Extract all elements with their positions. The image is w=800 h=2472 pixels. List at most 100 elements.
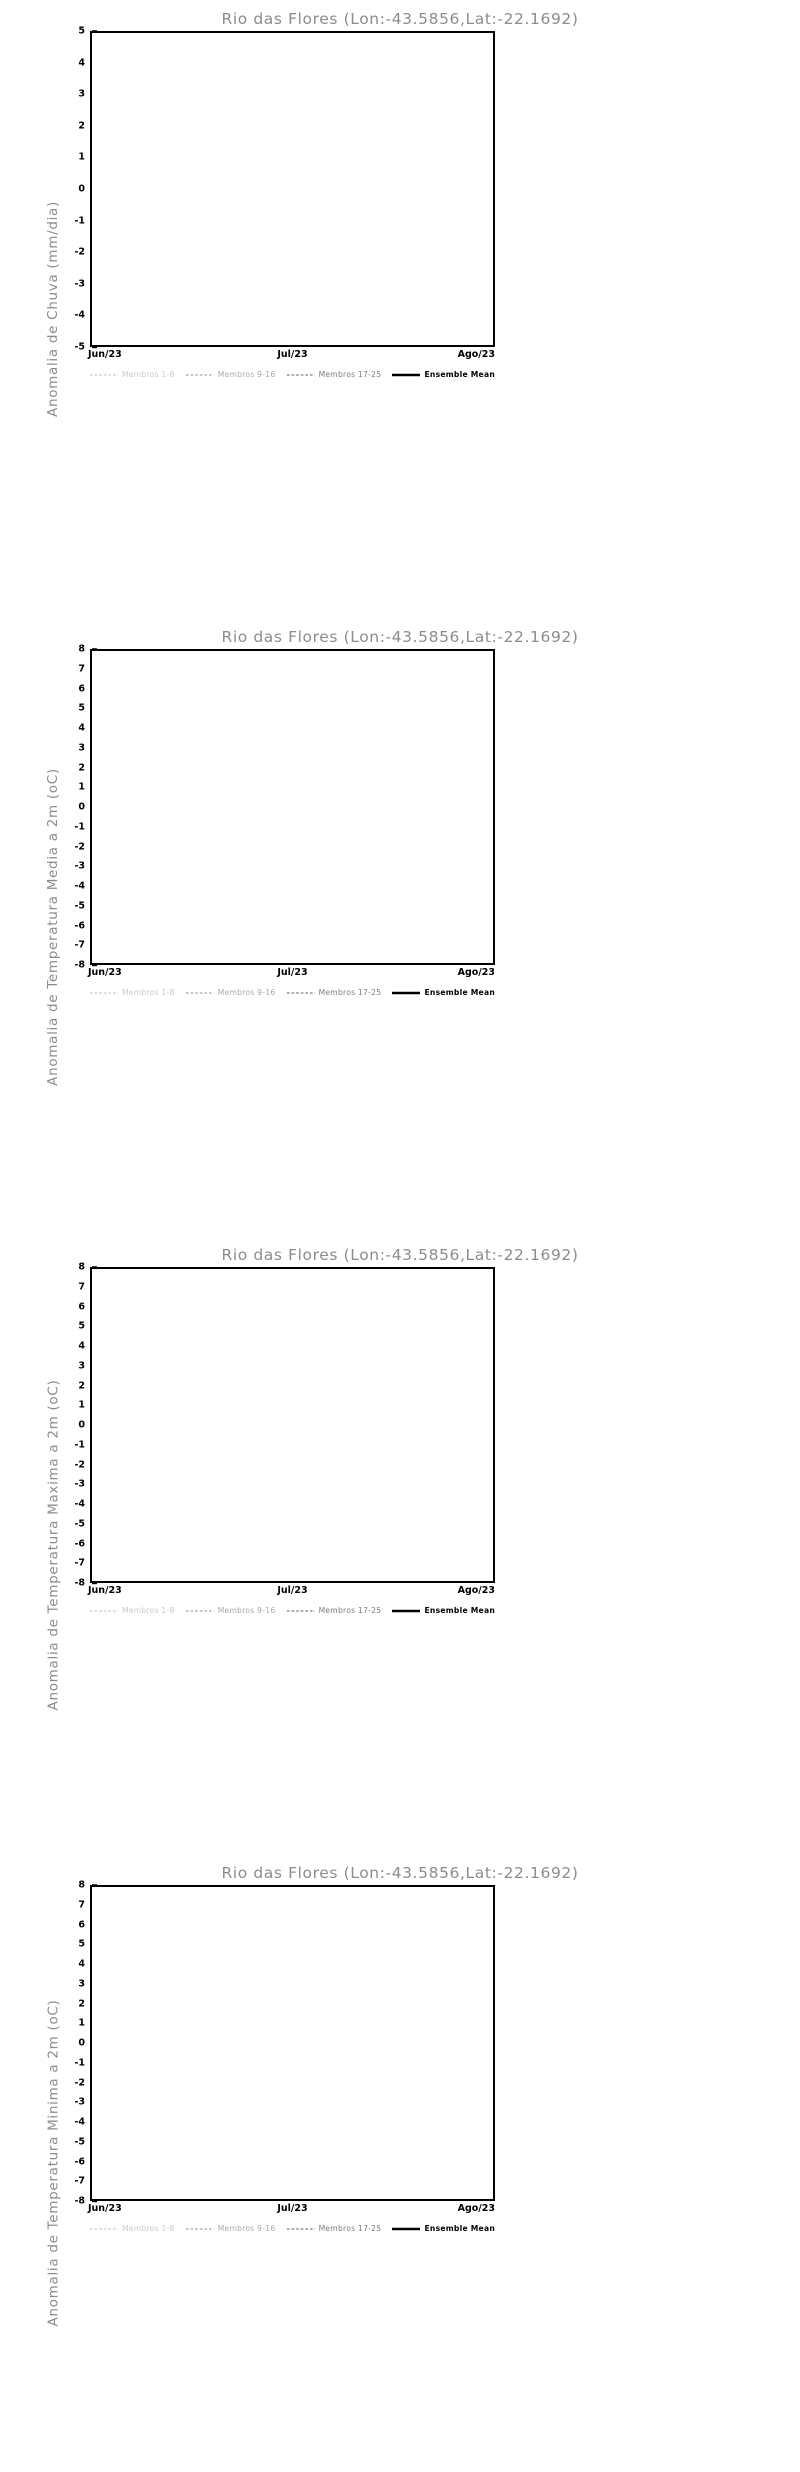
plot-area <box>90 1267 495 1583</box>
y-tick-label: 3 <box>78 1360 85 1372</box>
y-tick-label: 4 <box>78 1340 85 1352</box>
x-tick-label: Jul/23 <box>277 2203 308 2214</box>
chart-legend: Membros 1-8 Membros 9-16 Membros 17-25 Ense… <box>90 2224 495 2233</box>
plot-frame <box>90 31 495 347</box>
y-axis-tick-labels: 8 7 6 5 4 3 2 1 0 -1 -2 -3 -4 -5 -6 -7 -8 <box>64 1262 88 1589</box>
panel-title: Rio das Flores (Lon:-43.5856,Lat:-22.169… <box>221 1246 579 1264</box>
y-tick-label: 2 <box>78 120 85 132</box>
plot-frame <box>90 1267 495 1583</box>
legend-label: Ensemble Mean <box>424 1606 495 1615</box>
y-tick-label: 1 <box>78 1399 85 1411</box>
legend-item: Membros 1-8 <box>90 370 175 379</box>
legend-label: Membros 1-8 <box>122 370 175 379</box>
y-tick-label: 6 <box>78 1919 85 1930</box>
panel-title: Rio das Flores (Lon:-43.5856,Lat:-22.169… <box>221 10 579 28</box>
legend-swatch-dashed <box>90 1609 118 1612</box>
y-tick-label: 2 <box>78 1380 85 1391</box>
y-tick-label: -6 <box>74 2156 85 2167</box>
legend-label: Membros 17-25 <box>318 988 382 997</box>
y-axis-label: Anomalia de Temperatura Maxima a 2m (oC) <box>42 1236 64 1854</box>
y-tick-label: -1 <box>74 2057 85 2069</box>
legend-swatch-solid <box>392 991 421 994</box>
y-tick-label: 8 <box>78 1261 85 1273</box>
y-tick-label: -8 <box>74 959 85 971</box>
legend-swatch-dashed <box>90 373 118 376</box>
y-tick-label: -7 <box>74 939 85 951</box>
y-tick-mark <box>92 2200 97 2202</box>
plot-frame <box>90 649 495 965</box>
y-tick-label: -3 <box>74 2096 85 2108</box>
legend-item: Membros 1-8 <box>90 988 175 997</box>
y-tick-label: -4 <box>74 2116 85 2128</box>
legend-label: Membros 17-25 <box>318 2224 382 2233</box>
y-tick-label: 2 <box>78 762 85 773</box>
y-tick-label: 7 <box>78 1899 85 1911</box>
legend-label: Ensemble Mean <box>424 988 495 997</box>
x-tick-label: Jul/23 <box>277 349 308 360</box>
y-tick-label: -2 <box>74 841 85 852</box>
y-tick-label: 8 <box>78 1879 85 1891</box>
legend-swatch-dashed <box>286 373 315 376</box>
legend-swatch-dashed <box>185 373 214 376</box>
y-tick-label: -2 <box>74 2077 85 2088</box>
y-tick-label: 6 <box>78 1301 85 1312</box>
legend-label: Ensemble Mean <box>424 2224 495 2233</box>
legend-item: Membros 17-25 <box>286 1606 382 1615</box>
legend-swatch-solid <box>392 2227 421 2230</box>
legend-item: Membros 9-16 <box>185 988 276 997</box>
legend-label: Membros 1-8 <box>122 988 175 997</box>
y-tick-label: 8 <box>78 643 85 655</box>
y-tick-label: -4 <box>74 309 85 321</box>
chart-legend: Membros 1-8 Membros 9-16 Membros 17-25 Ense… <box>90 988 495 997</box>
y-axis-label-text: Anomalia de Chuva (mm/dia) <box>45 201 62 417</box>
y-tick-label: 3 <box>78 1978 85 1990</box>
y-tick-label: 5 <box>78 1938 85 1950</box>
y-tick-label: -5 <box>74 341 85 353</box>
x-tick-label: Jun/23 <box>88 967 122 978</box>
y-tick-label: 1 <box>78 781 85 793</box>
legend-item: Membros 9-16 <box>185 1606 276 1615</box>
y-axis-tick-labels: 8 7 6 5 4 3 2 1 0 -1 -2 -3 -4 -5 -6 -7 -8 <box>64 644 88 971</box>
y-tick-label: -5 <box>74 900 85 912</box>
plot-area <box>90 31 495 347</box>
legend-item: Membros 1-8 <box>90 2224 175 2233</box>
legend-item: Membros 1-8 <box>90 1606 175 1615</box>
y-tick-label: 0 <box>78 2037 85 2049</box>
x-tick-label: Jun/23 <box>88 349 122 360</box>
legend-label: Membros 9-16 <box>217 370 276 379</box>
chart-panel-temp-minima: Rio das Flores (Lon:-43.5856,Lat:-22.169… <box>0 1854 800 2472</box>
chart-panel-temp-media: Rio das Flores (Lon:-43.5856,Lat:-22.169… <box>0 618 800 1236</box>
legend-item: Ensemble Mean <box>392 1606 495 1615</box>
y-tick-label: 4 <box>78 1958 85 1970</box>
y-axis-label: Anomalia de Chuva (mm/dia) <box>42 0 64 618</box>
y-tick-label: -1 <box>74 1439 85 1451</box>
legend-item: Ensemble Mean <box>392 370 495 379</box>
y-tick-label: 0 <box>78 801 85 813</box>
y-tick-label: 3 <box>78 742 85 754</box>
y-tick-label: 4 <box>78 722 85 734</box>
chart-legend: Membros 1-8 Membros 9-16 Membros 17-25 Ense… <box>90 370 495 379</box>
y-tick-label: 0 <box>78 183 85 195</box>
y-axis-tick-labels: 8 7 6 5 4 3 2 1 0 -1 -2 -3 -4 -5 -6 -7 -8 <box>64 1880 88 2207</box>
x-tick-label: Jun/23 <box>88 2203 122 2214</box>
y-tick-label: 0 <box>78 1419 85 1431</box>
legend-label: Membros 1-8 <box>122 1606 175 1615</box>
plot-frame <box>90 1885 495 2201</box>
legend-item: Membros 17-25 <box>286 370 382 379</box>
x-tick-label: Ago/23 <box>457 1585 495 1596</box>
y-tick-label: 5 <box>78 1320 85 1332</box>
legend-label: Membros 9-16 <box>217 1606 276 1615</box>
y-axis-label-text: Anomalia de Temperatura Media a 2m (oC) <box>45 768 62 1086</box>
y-tick-mark <box>92 964 97 966</box>
legend-item: Membros 9-16 <box>185 2224 276 2233</box>
x-tick-label: Ago/23 <box>457 967 495 978</box>
legend-label: Membros 9-16 <box>217 988 276 997</box>
y-tick-label: -7 <box>74 1557 85 1569</box>
panel-title: Rio das Flores (Lon:-43.5856,Lat:-22.169… <box>221 628 579 646</box>
panel-title: Rio das Flores (Lon:-43.5856,Lat:-22.169… <box>221 1864 579 1882</box>
legend-label: Membros 1-8 <box>122 2224 175 2233</box>
y-tick-label: -8 <box>74 1577 85 1589</box>
x-axis-tick-labels: Jun/23 Jul/23 Ago/23 <box>0 2203 800 2217</box>
legend-swatch-dashed <box>185 2227 214 2230</box>
legend-item: Membros 17-25 <box>286 988 382 997</box>
